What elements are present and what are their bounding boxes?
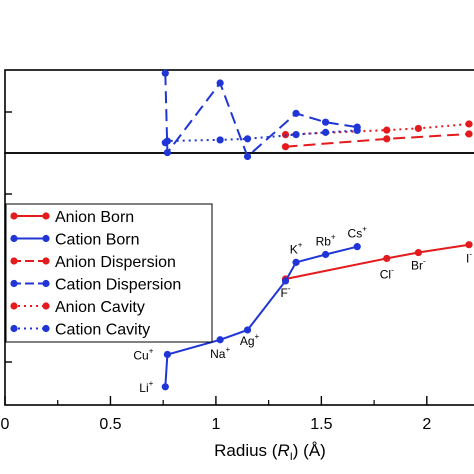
series-line — [164, 245, 358, 387]
series-cation-cavity — [161, 126, 361, 147]
ion-label: Br- — [411, 257, 426, 273]
legend-item: Cation Born — [10, 232, 140, 249]
legend-marker — [10, 279, 18, 288]
ion-label: K+ — [290, 240, 303, 256]
legend-marker — [10, 234, 18, 243]
data-point — [465, 130, 473, 138]
series-layer — [161, 69, 473, 391]
legend-item: Anion Cavity — [10, 299, 145, 316]
data-point — [414, 248, 422, 257]
legend-marker — [42, 234, 50, 243]
x-axis-label-sub: I — [290, 451, 293, 463]
data-point — [465, 241, 473, 249]
ion-label: F- — [281, 284, 291, 300]
ion-label: Cl- — [380, 265, 394, 281]
ion-label: Cu+ — [133, 346, 153, 362]
ion-label: Rb+ — [316, 233, 336, 249]
x-tick-label: 2 — [422, 416, 431, 433]
legend-marker — [42, 212, 50, 220]
x-axis-ticks: 0 0.5 1 1.5 2 — [1, 396, 431, 433]
legend-label: Cation Cavity — [55, 322, 150, 339]
data-point — [243, 152, 252, 161]
data-point — [321, 128, 330, 136]
x-axis-label-var: R — [277, 441, 289, 460]
series-line — [285, 123, 470, 136]
ion-label: Cs+ — [348, 225, 368, 241]
legend-marker — [10, 324, 18, 333]
x-axis-label-prefix: Radius ( — [214, 441, 278, 460]
x-tick-label: 0.5 — [99, 416, 121, 433]
x-tick-label: 1 — [211, 416, 220, 433]
legend-label: Anion Born — [55, 209, 134, 226]
ion-label: Ag+ — [240, 332, 260, 348]
series-line — [285, 133, 470, 148]
series-anion-dispersion — [281, 130, 473, 151]
data-point — [383, 254, 391, 263]
x-tick-label: 0 — [1, 416, 10, 433]
data-point — [216, 79, 224, 87]
data-point — [383, 135, 391, 143]
legend-marker — [42, 302, 50, 310]
ion-label: I- — [466, 250, 472, 266]
ion-label: Na+ — [210, 345, 230, 361]
data-point — [216, 136, 224, 144]
legend-label: Cation Born — [55, 232, 140, 249]
data-point — [163, 148, 171, 157]
data-point — [292, 109, 300, 117]
data-point — [465, 120, 473, 128]
data-point — [353, 243, 361, 251]
data-point — [321, 118, 330, 126]
data-point — [383, 126, 391, 134]
legend-label: Anion Dispersion — [55, 254, 176, 271]
upper-panel-frame — [4, 69, 474, 154]
x-axis-label: Radius (RI) (Å) — [214, 441, 326, 463]
data-point — [216, 336, 224, 344]
data-point — [163, 350, 171, 359]
series-cation-dispersion — [161, 69, 361, 161]
data-point — [353, 126, 361, 134]
data-point — [414, 124, 422, 133]
data-point — [292, 131, 300, 139]
point-labels: Li+ Cu+ Na+ Ag+ F- K+ Rb+ Cs+ Cl- Br- I- — [133, 225, 472, 395]
legend-label: Anion Cavity — [55, 299, 145, 316]
legend-marker — [42, 257, 50, 265]
series-anion-born — [281, 241, 473, 283]
x-tick-label: 1.5 — [310, 416, 332, 433]
series-cation-born — [161, 243, 361, 391]
lower-panel-frame — [4, 152, 474, 406]
legend-item: Anion Dispersion — [10, 254, 176, 271]
x-axis-label-suffix: ) (Å) — [293, 441, 326, 460]
legend-item: Cation Cavity — [10, 322, 150, 339]
data-point — [281, 143, 290, 151]
legend-marker — [10, 212, 18, 220]
legend-box — [5, 203, 213, 343]
legend-item: Cation Dispersion — [10, 277, 181, 294]
data-point — [243, 326, 252, 334]
data-point — [161, 69, 169, 77]
legend-marker — [10, 257, 18, 265]
series-anion-cavity — [281, 120, 473, 139]
legend-marker — [42, 279, 50, 288]
data-point — [161, 383, 169, 391]
legend-marker — [42, 324, 50, 333]
data-point — [243, 135, 252, 143]
ion-label: Li+ — [139, 379, 153, 395]
data-point — [163, 137, 171, 145]
legend-item: Anion Born — [10, 209, 134, 226]
legend-marker — [10, 302, 18, 310]
series-line — [285, 243, 470, 280]
data-point — [321, 250, 330, 259]
data-point — [281, 277, 290, 285]
legend: Anion Born Cation Born Anion Dispersion Cat… — [5, 203, 213, 343]
legend-label: Cation Dispersion — [55, 277, 181, 294]
data-point — [292, 258, 300, 266]
